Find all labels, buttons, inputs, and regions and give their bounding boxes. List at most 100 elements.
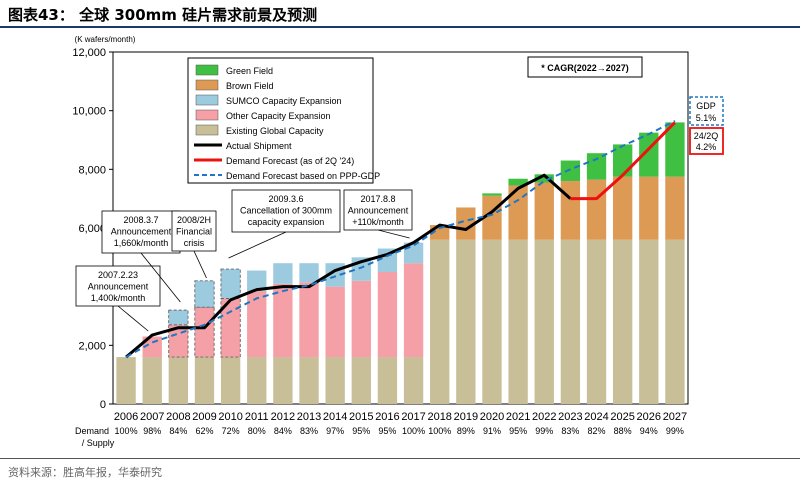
annotation-text: Announcement [111,227,172,237]
demand-supply-value: 95% [509,426,527,436]
bar-segment [534,174,554,183]
legend-label: Brown Field [226,81,274,91]
bar-segment [586,153,607,180]
annotation-text: 2008.3.7 [123,215,158,225]
bar-segment [560,181,581,240]
demand-supply-value: 88% [614,426,632,436]
demand-supply-value: 98% [143,426,161,436]
bar-segment [299,282,319,358]
bar-segment [194,280,215,308]
legend-swatch [195,79,219,91]
bar-segment [194,306,215,358]
demand-supply-value: 72% [222,426,240,436]
annotation-leader [193,250,207,279]
cagr-forecast-label: 24/2Q [694,131,719,141]
bar-segment [220,357,241,404]
bar-segment [273,263,293,284]
x-tick-label: 2010 [218,411,242,423]
demand-supply-value: 84% [169,426,187,436]
x-tick-label: 2019 [454,411,478,423]
demand-supply-value: 62% [195,426,213,436]
annotation-leader [228,231,287,259]
annotation-leader [140,252,181,303]
legend-swatch [195,64,219,76]
bar-segment [377,357,398,404]
bar-segment [456,239,476,404]
x-tick-label: 2012 [271,411,295,423]
x-tick-label: 2023 [558,411,582,423]
demand-supply-value: 97% [326,426,344,436]
annotation-text: 1,400k/month [91,293,146,303]
bar-segment [534,182,554,240]
demand-supply-value: 83% [300,426,318,436]
demand-supply-value: 91% [483,426,501,436]
bar-segment [586,239,607,404]
demand-supply-label: Demand [75,426,109,436]
x-tick-label: 2016 [375,411,399,423]
bar-segment [639,176,659,240]
figure-title: 图表43： 全球 300mm 硅片需求前景及预测 [8,6,318,24]
annotation-text: capacity expansion [248,217,325,227]
line-series [125,173,572,359]
source-note: 资料来源：胜高年报，华泰研究 [8,466,162,479]
y-tick-label: 8,000 [78,164,106,176]
cagr-gdp-value: 5.1% [696,113,717,123]
bar-segment [482,193,502,196]
bar-segment [325,286,345,358]
demand-supply-value: 83% [561,426,579,436]
annotation-box [231,189,341,233]
bar-segment [639,239,659,404]
x-tick-label: 2007 [140,411,164,423]
cagr-gdp-box [689,96,724,126]
line-series [125,120,676,358]
cagr-title: * CAGR(2022→2027) [541,63,629,73]
bar-segment [665,239,685,404]
bar-segment [247,357,267,404]
legend-swatch [195,94,219,106]
demand-supply-value: 100% [402,426,425,436]
line-series [570,121,676,201]
bar-segment [273,357,293,404]
legend-label: Other Capacity Expansion [226,111,331,121]
demand-supply-value: 94% [640,426,658,436]
demand-supply-value: 99% [666,426,684,436]
cagr-gdp-label: GDP [696,101,716,111]
annotation-leader [377,229,410,239]
cagr-box [527,56,643,78]
bar-segment [220,297,241,358]
demand-supply-value: 80% [248,426,266,436]
bar-segment [508,185,528,240]
legend-swatch [195,109,219,121]
bar-segment [247,270,267,292]
demand-supply-value: 95% [352,426,370,436]
demand-supply-value: 100% [428,426,451,436]
x-tick-label: 2017 [401,411,425,423]
y-tick-label: 2,000 [78,340,106,352]
demand-supply-value: 89% [457,426,475,436]
annotation-box [343,189,413,231]
bar-segment [273,283,293,358]
bar-segment [508,239,528,404]
x-tick-label: 2009 [192,411,216,423]
x-tick-label: 2018 [427,411,451,423]
demand-supply-value: 84% [274,426,292,436]
footer-rule [0,458,800,459]
bar-segment [508,178,528,186]
demand-supply-value: 82% [588,426,606,436]
bar-segment [168,309,189,326]
bar-segment [247,291,267,358]
legend-label: SUMCO Capacity Expansion [226,96,342,106]
x-tick-label: 2006 [114,411,138,423]
legend-label: Demand Forecast based on PPP-GDP [226,171,380,181]
annotation-text: 2008/2H [177,215,211,225]
legend-swatch [195,124,219,136]
annotation-text: Announcement [88,282,149,292]
x-tick-label: 2014 [323,411,347,423]
bar-segment [194,357,215,404]
title-rule [0,26,800,28]
bar-segment [665,122,685,177]
bar-segment [482,239,502,404]
annotation-text: Cancellation of 300mm [240,206,332,216]
y-tick-label: 6,000 [78,223,106,235]
